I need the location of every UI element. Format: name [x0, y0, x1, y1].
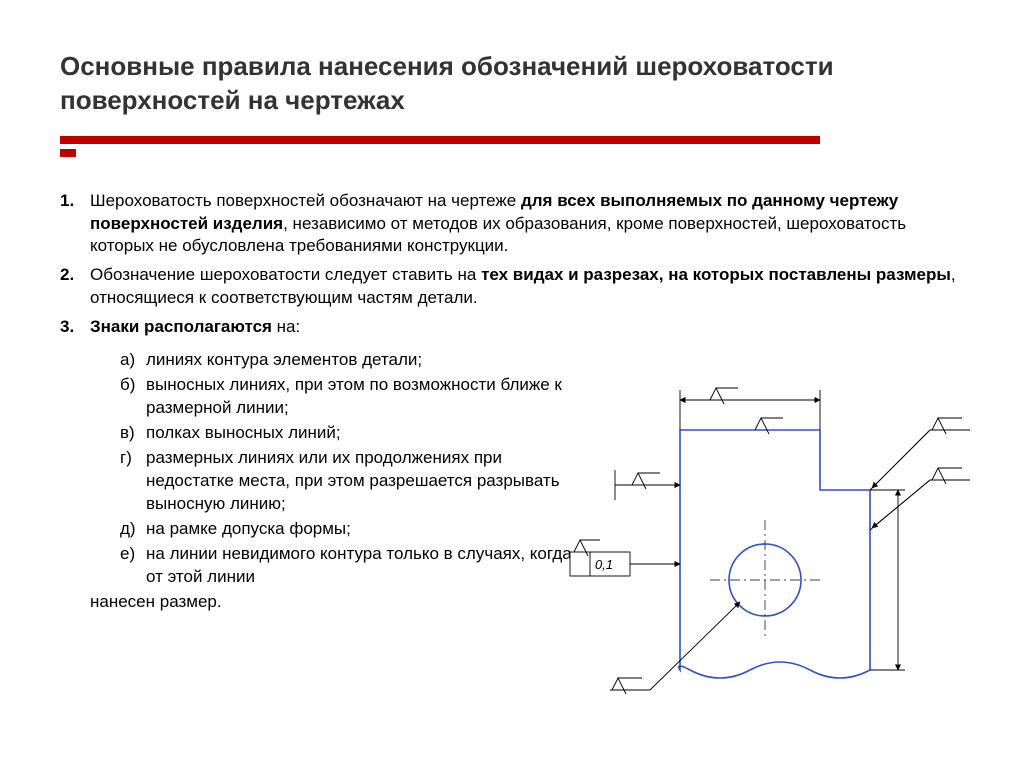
sub-text: выносных линиях, при этом по возможности…	[146, 374, 580, 420]
sub-letter: г)	[120, 447, 146, 516]
text-bold: тех видах и разрезах, на которых поставл…	[481, 265, 951, 284]
sub-letter: д)	[120, 518, 146, 541]
sub-text: на рамке допуска формы;	[146, 518, 351, 541]
list-body: Знаки располагаются на:	[90, 316, 964, 339]
list-item: 3. Знаки располагаются на:	[60, 316, 964, 339]
text: Обозначение шероховатости следует ставит…	[90, 265, 481, 284]
final-text: нанесен размер.	[90, 591, 580, 614]
sub-text: полках выносных линий;	[146, 422, 341, 445]
text: на:	[277, 317, 301, 336]
accent-bar	[60, 136, 820, 144]
list-item: 2. Обозначение шероховатости следует ста…	[60, 264, 964, 310]
sub-item: д) на рамке допуска формы;	[120, 518, 580, 541]
sub-item: б) выносных линиях, при этом по возможно…	[120, 374, 580, 420]
sub-item: в) полках выносных линий;	[120, 422, 580, 445]
technical-drawing: 0,1	[560, 370, 980, 710]
page-title: Основные правила нанесения обозначений ш…	[60, 50, 964, 118]
accent-bar-short	[60, 149, 76, 157]
list-number: 2.	[60, 264, 90, 310]
sub-item: е) на линии невидимого контура только в …	[120, 543, 580, 589]
list-item: 1. Шероховатость поверхностей обозначают…	[60, 190, 964, 259]
list-body: Шероховатость поверхностей обозначают на…	[90, 190, 964, 259]
sub-text: размерных линиях или их продолжениях при…	[146, 447, 580, 516]
sub-letter: е)	[120, 543, 146, 589]
text-bold: Знаки располагаются	[90, 317, 277, 336]
list-number: 3.	[60, 316, 90, 339]
sub-letter: а)	[120, 349, 146, 372]
sub-text: линиях контура элементов детали;	[146, 349, 422, 372]
sub-letter: б)	[120, 374, 146, 420]
sub-list: а) линиях контура элементов детали; б) в…	[120, 349, 580, 588]
list-body: Обозначение шероховатости следует ставит…	[90, 264, 964, 310]
tolerance-value: 0,1	[595, 557, 613, 572]
text: Шероховатость поверхностей обозначают на…	[90, 191, 521, 210]
list-number: 1.	[60, 190, 90, 259]
sub-item: а) линиях контура элементов детали;	[120, 349, 580, 372]
sub-text: на линии невидимого контура только в слу…	[146, 543, 580, 589]
sub-letter: в)	[120, 422, 146, 445]
sub-item: г) размерных линиях или их продолжениях …	[120, 447, 580, 516]
